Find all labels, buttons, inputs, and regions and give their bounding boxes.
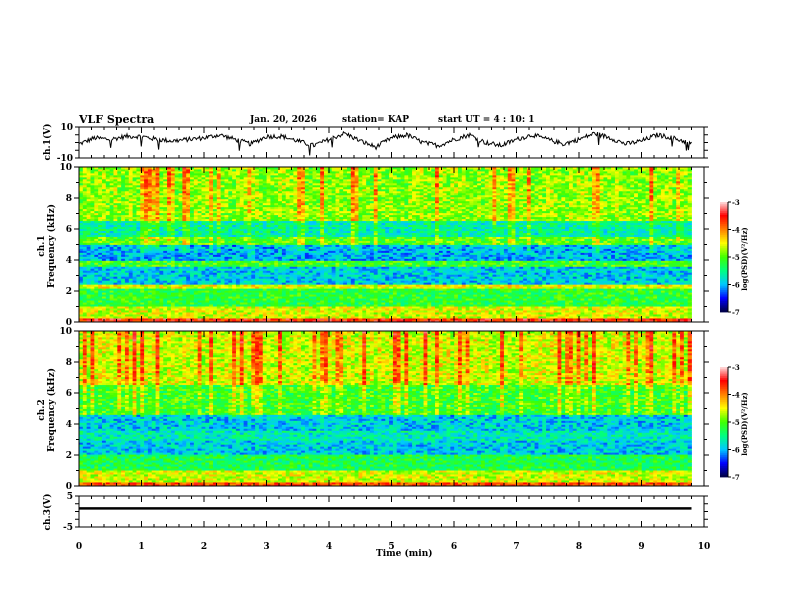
ch1-spectrogram-cells [79, 167, 692, 322]
ch1-ytick-label: 10 [60, 123, 73, 133]
ch1-waveform-line [79, 132, 692, 156]
